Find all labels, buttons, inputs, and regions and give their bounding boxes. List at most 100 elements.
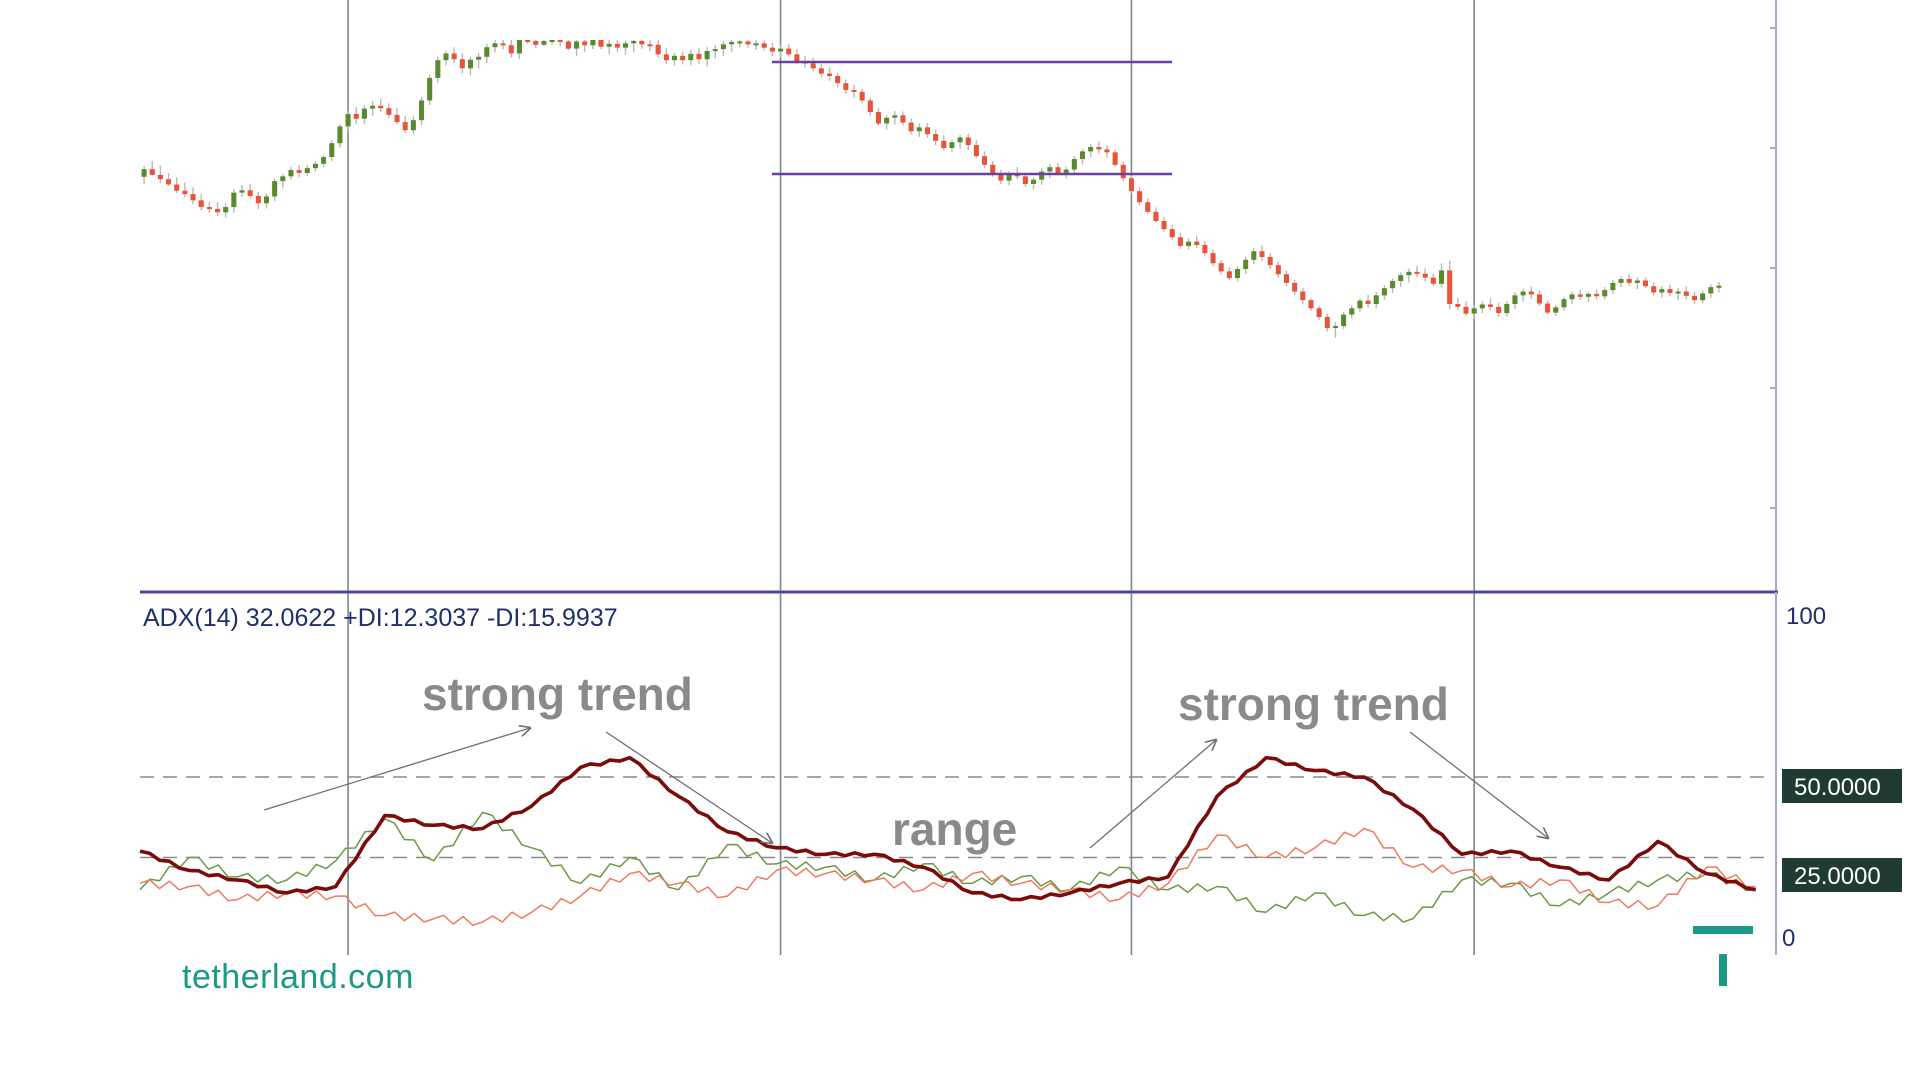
candle-down [1145, 202, 1151, 212]
candle-down [190, 194, 196, 201]
candle-down [1577, 294, 1583, 297]
candle-down [933, 134, 939, 141]
candle-down [1324, 316, 1330, 328]
candle-down [859, 91, 865, 101]
candle-up [1406, 271, 1412, 276]
arrow-2 [605, 731, 772, 843]
candle-down [1430, 277, 1436, 284]
candle-down [1536, 294, 1542, 304]
candle-down [1120, 164, 1126, 179]
candle-down [1422, 273, 1428, 278]
price-axis-ticks [1770, 27, 1776, 509]
candle-up [1332, 326, 1338, 329]
candle-up [1390, 280, 1396, 289]
candle-down [982, 156, 988, 165]
candle-up [1006, 173, 1012, 181]
candle-up [778, 48, 784, 52]
candle-down [402, 122, 408, 131]
candle-down [851, 89, 857, 92]
candle-up [590, 40, 596, 46]
candle-down [1022, 176, 1028, 184]
candle-down [149, 169, 155, 175]
candle-down [378, 105, 384, 109]
candle-down [1447, 270, 1453, 304]
candle-up [1381, 288, 1387, 296]
candle-up [329, 143, 335, 158]
candle-up [435, 60, 441, 78]
reference-lines [140, 776, 1772, 859]
candle-down [353, 113, 359, 119]
candle-down [1308, 300, 1314, 309]
candle-down [998, 174, 1004, 181]
candle-down [639, 40, 645, 45]
candle-down [1667, 289, 1673, 293]
candle-down [655, 44, 661, 55]
indicator-legend: ADX(14) 32.0622 +DI:12.3037 -DI:15.9937 [143, 604, 618, 632]
candle-down [1683, 291, 1689, 296]
plus-di-line [139, 811, 1756, 923]
period-divider-lines [347, 0, 1475, 955]
candle-up [957, 137, 963, 143]
candle-down [1210, 253, 1216, 264]
candle-down [614, 43, 620, 48]
candle-down [500, 43, 506, 46]
candle-up [737, 41, 743, 44]
candle-up [239, 190, 245, 193]
candle-up [288, 170, 294, 177]
candle-up [1071, 159, 1077, 170]
candle-up [1186, 241, 1192, 246]
candle-up [1088, 147, 1094, 152]
candle-up [361, 108, 367, 119]
candle-up [753, 43, 759, 46]
candle-up [231, 192, 237, 208]
candle-down [1104, 149, 1110, 153]
candle-down [1487, 304, 1494, 307]
candle-up [1047, 167, 1053, 172]
candle-up [1610, 282, 1616, 291]
candle-up [1700, 293, 1706, 301]
candle-up [1030, 179, 1037, 184]
candle-up [631, 40, 637, 44]
candle-down [1528, 291, 1534, 295]
candle-up [949, 142, 955, 148]
candle-up [1039, 171, 1045, 180]
candle-up [916, 127, 922, 132]
candle-up [606, 43, 612, 47]
candle-up [1398, 275, 1404, 281]
candle-down [157, 174, 163, 180]
candle-down [1642, 280, 1649, 287]
candle-down [255, 196, 261, 204]
candle-down [1594, 293, 1600, 297]
candle-down [214, 208, 221, 213]
candle-down [1137, 191, 1143, 203]
candle-down [582, 41, 588, 46]
candle-down [696, 53, 702, 60]
candle-down [941, 140, 947, 148]
candle-down [1283, 274, 1290, 283]
candle-down [296, 170, 302, 173]
candle-up [892, 115, 898, 118]
candle-up [671, 55, 678, 61]
candle-down [1055, 167, 1061, 173]
candle-down [826, 73, 833, 76]
candle-down [557, 40, 563, 42]
y-tick-25: 25.0000 [1794, 863, 1881, 890]
annotation-strong-trend-1: strong trend [422, 668, 693, 720]
candle-down [1169, 229, 1175, 238]
candle-up [484, 47, 490, 57]
candle-down [835, 76, 841, 84]
candle-up [141, 169, 147, 177]
candle-down [1177, 237, 1183, 246]
y-tick-50-box [1782, 769, 1902, 803]
candle-up [1569, 294, 1575, 300]
candle-down [663, 54, 669, 61]
candle-up [1675, 291, 1681, 294]
candle-up [1479, 304, 1485, 309]
candle-down [786, 48, 792, 55]
candle-down [1292, 282, 1298, 292]
candle-up [1561, 299, 1567, 308]
candle-up [1585, 293, 1591, 297]
candle-up [443, 53, 449, 61]
candle-up [574, 41, 580, 49]
candle-down [459, 59, 465, 69]
